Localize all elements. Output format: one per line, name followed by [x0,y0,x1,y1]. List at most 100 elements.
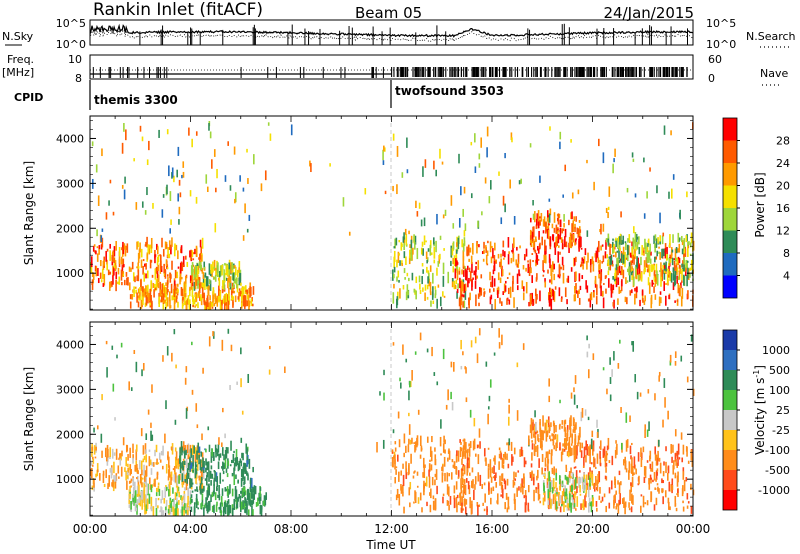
velocity-echo-cell [485,457,487,466]
power-echo-cell [656,274,659,286]
power-echo-cell [668,263,670,267]
power-echo-cell [551,223,554,229]
velocity-echo-cell [100,433,103,443]
velocity-echo-cell [675,507,678,512]
power-echo-cell [189,250,191,258]
power-echo-cell [191,250,194,258]
power-echo-cell [689,273,691,278]
velocity-echo-cell [140,428,143,437]
velocity-echo-cell [539,500,542,504]
power-echo-cell [219,265,222,277]
velocity-echo-cell [145,465,148,477]
noise-right-label: N.Search [746,30,796,43]
velocity-echo-cell [203,485,205,492]
velocity-echo-cell [221,466,223,469]
power-echo-cell [211,267,213,278]
power-echo-cell [677,283,680,294]
power-echo-cell [452,266,455,273]
velocity-echo-region [542,471,594,513]
velocity-echo-cell [580,411,583,422]
power-echo-cell [435,240,437,253]
velocity-echo-cell [155,492,158,497]
velocity-echo-cell [611,455,614,466]
velocity-echo-cell [408,390,410,401]
power-echo-cell [185,301,188,310]
power-echo-cell [485,254,488,265]
power-echo-cell [382,160,385,165]
velocity-echo-cell [633,472,635,476]
power-echo-cell [168,165,170,177]
velocity-echo-cell [164,487,167,498]
power-echo-cell [208,279,211,285]
velocity-echo-cell [686,505,689,509]
power-echo-cell [593,292,595,298]
power-echo-cell [180,276,183,280]
power-echo-cell [602,297,605,309]
power-echo-cell [486,250,489,257]
velocity-echo-cell [185,449,187,456]
power-echo-cell [560,237,563,243]
power-echo-cell [500,258,502,269]
power-echo-cell [620,253,623,263]
velocity-echo-cell [556,434,559,442]
velocity-echo-cell [548,491,551,499]
velocity-echo-cell [667,497,670,504]
power-echo-cell [558,213,561,219]
power-echo-cell [636,286,638,293]
date-title: 24/Jan/2015 [604,4,695,22]
power-echo-cell [474,280,477,289]
velocity-echo-cell [468,457,471,469]
velocity-echo-cell [652,479,654,483]
velocity-echo-cell [564,505,567,508]
power-echo-cell [628,234,631,242]
velocity-echo-cell [93,445,96,455]
velocity-echo-cell [242,472,245,479]
cpid-row: CPID themis 3300 twofsound 3503 [14,80,504,110]
power-echo-cell [636,236,639,240]
power-echo-cell [458,153,460,164]
velocity-echo-cell [463,465,466,475]
power-echo-cell [231,262,233,271]
velocity-echo-cell [676,475,679,487]
power-echo-cell [246,148,248,153]
velocity-echo-cell [231,488,234,497]
power-echo-cell [201,286,204,299]
velocity-echo-cell [543,482,545,491]
power-echo-cell [635,276,637,279]
power-echo-cell [442,291,444,297]
power-echo-cell [570,240,573,249]
velocity-echo-cell [479,474,482,486]
velocity-echo-cell [474,336,477,344]
power-echo-cell [219,290,221,300]
velocity-echo-cell [513,471,515,480]
velocity-echo-cell [229,464,232,467]
velocity-echo-cell [549,479,551,483]
power-echo-cell [673,258,676,261]
velocity-echo-cell [205,448,207,453]
velocity-echo-cell [457,450,460,462]
power-echo-cell [200,294,202,302]
velocity-echo-cell [400,382,402,389]
velocity-echo-cell [433,505,435,511]
velocity-echo-cell [492,486,495,492]
power-echo-cell [95,164,98,173]
power-echo-cell [148,140,150,151]
power-echo-cell [405,235,408,246]
velocity-echo-cell [197,507,200,510]
power-echo-cell [656,270,658,278]
velocity-echo-cell [605,467,607,473]
velocity-echo-cell [467,448,469,453]
power-echo-cell [233,263,235,269]
velocity-echo-cell [671,489,673,494]
velocity-echo-cell [395,494,398,501]
power-echo-cell [241,287,243,294]
power-echo-cell [464,288,467,300]
velocity-echo-cell [467,481,470,490]
power-echo-cell [631,152,634,158]
velocity-echo-cell [210,494,212,503]
power-echo-cell [415,276,418,284]
power-echo-cell [194,298,196,302]
velocity-echo-cell [602,448,605,458]
velocity-echo-cell [676,452,679,460]
power-echo-cell [429,240,432,249]
